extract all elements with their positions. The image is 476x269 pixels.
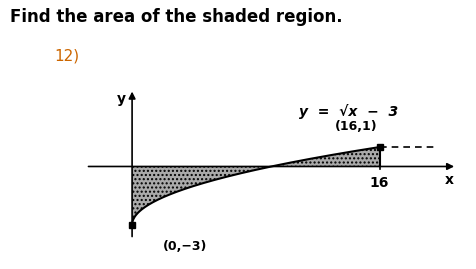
Text: y: y — [117, 92, 126, 106]
Text: Find the area of the shaded region.: Find the area of the shaded region. — [10, 8, 342, 26]
Text: (16,1): (16,1) — [335, 121, 378, 133]
Text: x: x — [445, 173, 454, 187]
Text: 12): 12) — [55, 48, 80, 63]
Text: 16: 16 — [370, 176, 389, 190]
Text: y  =  √x  −  3: y = √x − 3 — [299, 104, 398, 119]
Text: (0,−3): (0,−3) — [163, 240, 208, 253]
